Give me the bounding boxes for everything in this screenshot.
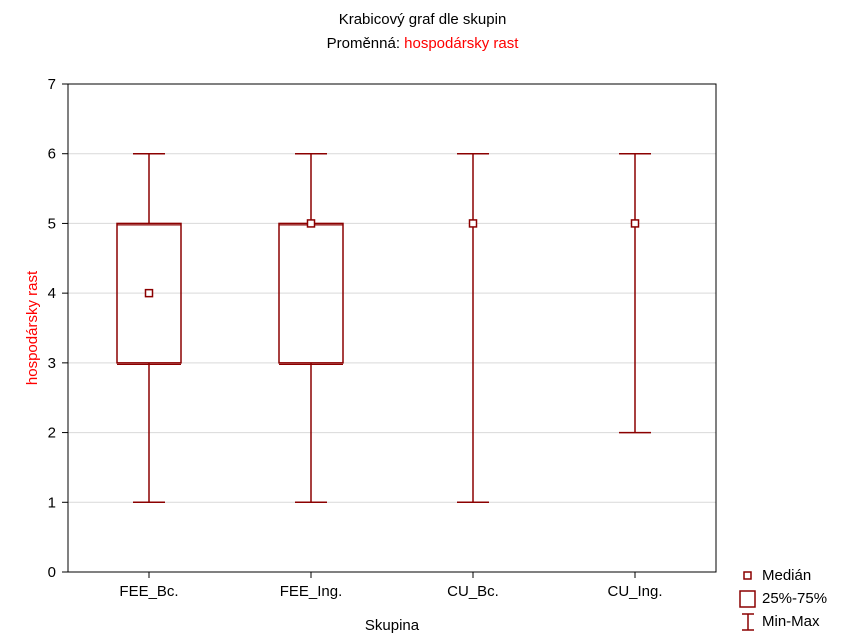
y-tick-label: 7 [48,76,56,93]
iqr-box [116,222,182,364]
y-tick-label: 3 [48,355,56,372]
x-tick-label: FEE_Bc. [119,583,178,600]
legend-label-minmax: Min-Max [762,613,820,630]
median-marker [306,219,316,228]
x-tick-label: CU_Ing. [607,583,662,600]
box-range-icon [739,590,756,608]
median-marker-icon [743,571,752,580]
x-tick-label: CU_Bc. [447,583,499,600]
plot-frame [67,83,717,573]
median-marker [630,219,640,228]
chart-title: Krabicový graf dle skupin [338,11,507,28]
whisker-range-icon [742,613,754,631]
x-axis-label: Skupina [365,617,420,634]
y-tick-label: 5 [48,215,56,232]
subtitle-variable: hospodársky rast [404,35,519,52]
median-marker [144,288,154,298]
legend-item-median: Medián [738,566,827,589]
legend-item-minmax: Min-Max [738,612,827,635]
y-tick-label: 4 [48,285,56,302]
y-tick-label: 6 [48,146,56,163]
legend-item-box: 25%-75% [738,589,827,612]
legend-label-median: Medián [762,567,812,584]
subtitle-prefix: Proměnná: [326,35,400,52]
y-tick-label: 1 [48,494,56,511]
chart-subtitle: Proměnná: hospodársky rast [0,35,845,52]
x-tick-label: FEE_Ing. [280,583,343,600]
median-marker [468,219,478,228]
y-axis-label: hospodársky rast [24,270,41,385]
legend-label-box: 25%-75% [762,590,828,607]
y-tick-label: 2 [48,425,56,442]
legend: Medián 25%-75% Min-Max [738,566,827,635]
y-tick-label: 0 [48,564,56,581]
